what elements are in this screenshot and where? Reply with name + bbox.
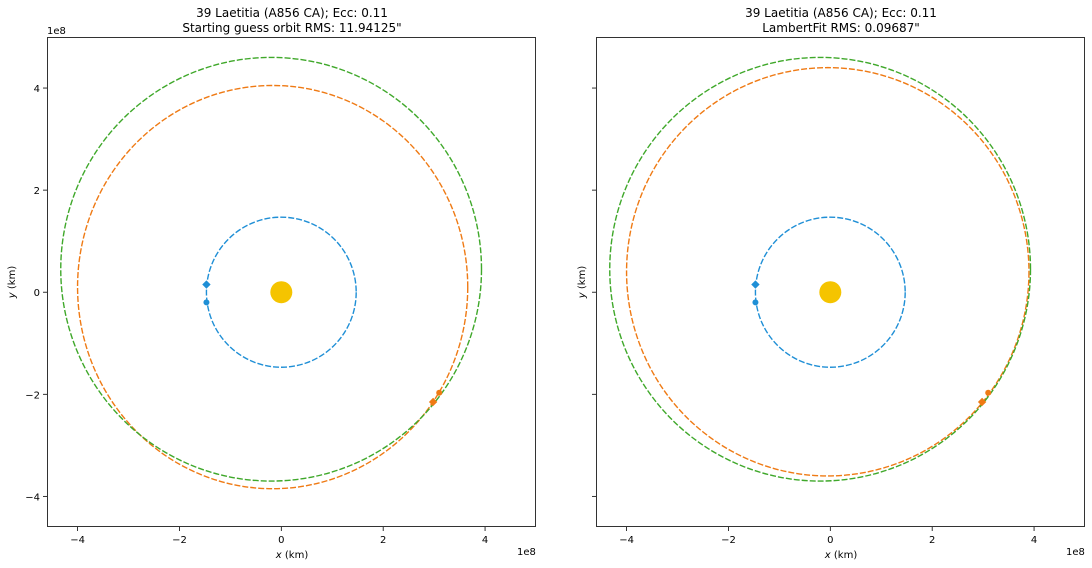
- position-diamond-marker: [202, 280, 211, 289]
- sun-marker: [270, 281, 293, 304]
- position-dot-marker: [436, 389, 443, 396]
- panel-starting-guess: 39 Laetitia (A856 CA); Ecc: 0.11 Startin…: [7, 6, 536, 561]
- panel-1-y-offset: 1e8: [47, 26, 66, 37]
- panel-lambertfit: 39 Laetitia (A856 CA); Ecc: 0.11 Lambert…: [577, 6, 1085, 561]
- position-diamond-marker: [751, 280, 760, 289]
- orbit-reference: [609, 56, 1032, 482]
- x-tick-label: 2: [929, 535, 935, 546]
- sun-marker: [819, 281, 842, 304]
- x-tick-label: 2: [380, 535, 386, 546]
- panel-1-y-axis-label: y (km): [7, 266, 18, 300]
- y-tick-label: −2: [25, 390, 40, 401]
- panel-2-x-offset: 1e8: [1066, 547, 1085, 558]
- position-dot-marker: [203, 299, 210, 306]
- panel-2-x-axis-label: x (km): [824, 550, 858, 561]
- x-tick-label: 0: [278, 535, 284, 546]
- orbit-reference: [60, 56, 483, 482]
- panel-2-title: 39 Laetitia (A856 CA); Ecc: 0.11: [745, 6, 937, 20]
- panel-2-subtitle: LambertFit RMS: 0.09687": [762, 21, 920, 35]
- x-tick-label: 4: [1031, 535, 1037, 546]
- panel-1-x-axis-label: x (km): [275, 550, 309, 561]
- panel-2-y-axis-label: y (km): [577, 266, 588, 300]
- panel-1-plot-area: −4 −2 0 2 4 −4 −2 0 2 4: [25, 37, 536, 546]
- orbit-earth: [754, 216, 906, 368]
- position-diamond-marker: [428, 397, 438, 407]
- y-tick-label: −4: [25, 492, 40, 503]
- x-tick-label: −2: [721, 535, 736, 546]
- axes-frame: [596, 37, 1085, 527]
- position-diamond-marker: [977, 397, 987, 407]
- x-tick-label: 4: [482, 535, 488, 546]
- panel-1-subtitle: Starting guess orbit RMS: 11.94125": [182, 21, 401, 35]
- x-tick-label: −4: [619, 535, 634, 546]
- orbit-earth: [205, 216, 357, 368]
- orbit-fit: [76, 84, 469, 490]
- panel-1-x-offset: 1e8: [517, 547, 536, 558]
- x-tick-label: −4: [70, 535, 85, 546]
- x-tick-label: 0: [827, 535, 833, 546]
- y-tick-label: 4: [34, 84, 40, 95]
- x-tick-label: −2: [172, 535, 187, 546]
- panel-2-plot-area: −4 −2 0 2 4: [592, 37, 1085, 546]
- y-tick-label: 0: [34, 288, 40, 299]
- y-tick-label: 2: [34, 186, 40, 197]
- position-dot-marker: [752, 299, 759, 306]
- panel-1-title: 39 Laetitia (A856 CA); Ecc: 0.11: [196, 6, 388, 20]
- position-dot-marker: [985, 389, 992, 396]
- orbit-fit: [625, 66, 1030, 477]
- axes-frame: [47, 37, 536, 527]
